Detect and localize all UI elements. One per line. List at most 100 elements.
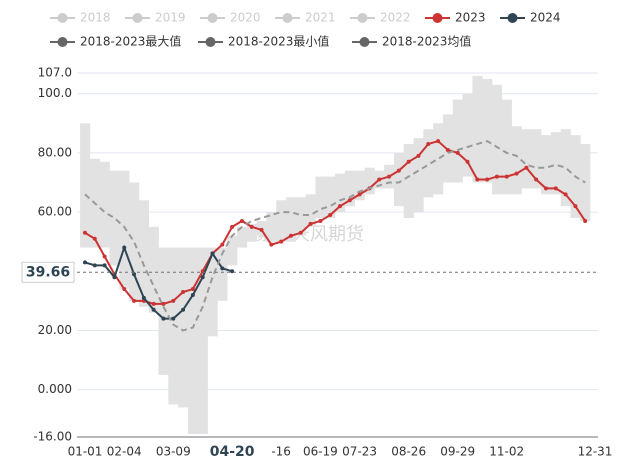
data-point [504,174,509,179]
data-point [514,171,519,176]
range-band [129,182,140,301]
data-point [122,245,127,250]
legend-label[interactable]: 2018-2023最小值 [228,34,329,49]
legend-label[interactable]: 2018-2023最大值 [80,34,181,49]
range-band [286,197,297,242]
data-point [328,213,333,218]
data-point [112,275,117,280]
data-point [83,230,87,235]
data-point [181,289,186,294]
range-band [138,200,150,307]
x-tick-label: 11-02 [489,445,524,459]
data-point [132,298,137,303]
data-point [190,292,195,297]
data-point [298,230,303,235]
range-band [197,247,208,435]
y-tick-label: 20.00 [38,323,72,337]
legend-label[interactable]: 2024 [530,11,561,25]
range-band [433,123,444,195]
range-band [217,247,228,301]
data-point [161,301,166,306]
data-point [288,233,293,238]
data-point [269,242,274,247]
range-band [501,99,512,195]
data-point [220,242,225,247]
legend-marker [57,37,68,47]
y-tick-label: -16.00 [33,430,72,444]
data-point [357,192,362,197]
range-band [109,170,120,266]
data-point [573,204,578,209]
data-point [308,221,313,226]
data-point [151,307,156,312]
legend-marker [507,13,518,23]
data-point [534,177,539,182]
range-band [364,167,375,195]
data-point [436,139,441,144]
range-band [178,247,189,408]
data-point [338,204,342,209]
legend-marker [357,13,368,23]
data-point [200,275,205,280]
range-band [531,129,542,189]
data-point [151,301,156,306]
legend-label[interactable]: 2018 [80,11,111,25]
range-band [472,75,483,183]
range-band [354,170,365,201]
range-band [413,138,424,213]
range-band [305,194,316,227]
data-point [102,254,107,259]
x-tick-label: 09-29 [440,445,475,459]
legend-label[interactable]: 2020 [230,11,261,25]
range-band [187,247,199,435]
range-band [80,123,91,248]
range-band [550,132,561,195]
data-point [181,307,186,312]
range-band [580,144,591,221]
data-point [377,177,382,182]
legend-label[interactable]: 2021 [305,11,336,25]
range-band [482,78,493,183]
legend-label[interactable]: 2022 [380,11,411,25]
data-point [416,153,421,158]
range-band [119,170,130,290]
y-tick-label: 80.00 [38,145,72,159]
legend-label[interactable]: 2018-2023均值 [382,34,471,49]
data-point [141,295,146,300]
x-tick-label: 04-20 [210,444,255,459]
legend-marker [207,13,218,23]
legend-marker [432,13,443,23]
data-point [465,159,470,164]
data-point [190,287,195,292]
legend-label[interactable]: 2019 [155,11,186,25]
data-point [210,251,215,256]
data-point [583,218,588,223]
data-point [171,298,176,303]
range-band [227,235,238,266]
data-point [122,287,127,292]
range-band [99,161,110,248]
y-tick-label: 0.000 [38,382,72,396]
data-point [426,142,431,147]
data-point [220,266,225,271]
range-band [158,247,169,375]
range-band [207,247,218,337]
range-band [541,135,552,195]
data-point [455,150,460,155]
x-tick-label: 06-19 [303,445,338,459]
data-point [171,316,176,321]
x-tick-label: 01-01 [68,445,103,459]
data-point [230,224,235,229]
range-band [511,126,522,195]
range-band [237,226,248,248]
legend-marker [282,13,293,23]
data-point [543,186,548,191]
data-point [396,168,401,173]
range-band [560,129,571,207]
legend-marker [359,37,370,47]
y-tick-label: 107.0 [38,66,72,80]
legend-label[interactable]: 2023 [455,11,486,25]
data-point [494,174,499,179]
data-point [563,192,568,197]
